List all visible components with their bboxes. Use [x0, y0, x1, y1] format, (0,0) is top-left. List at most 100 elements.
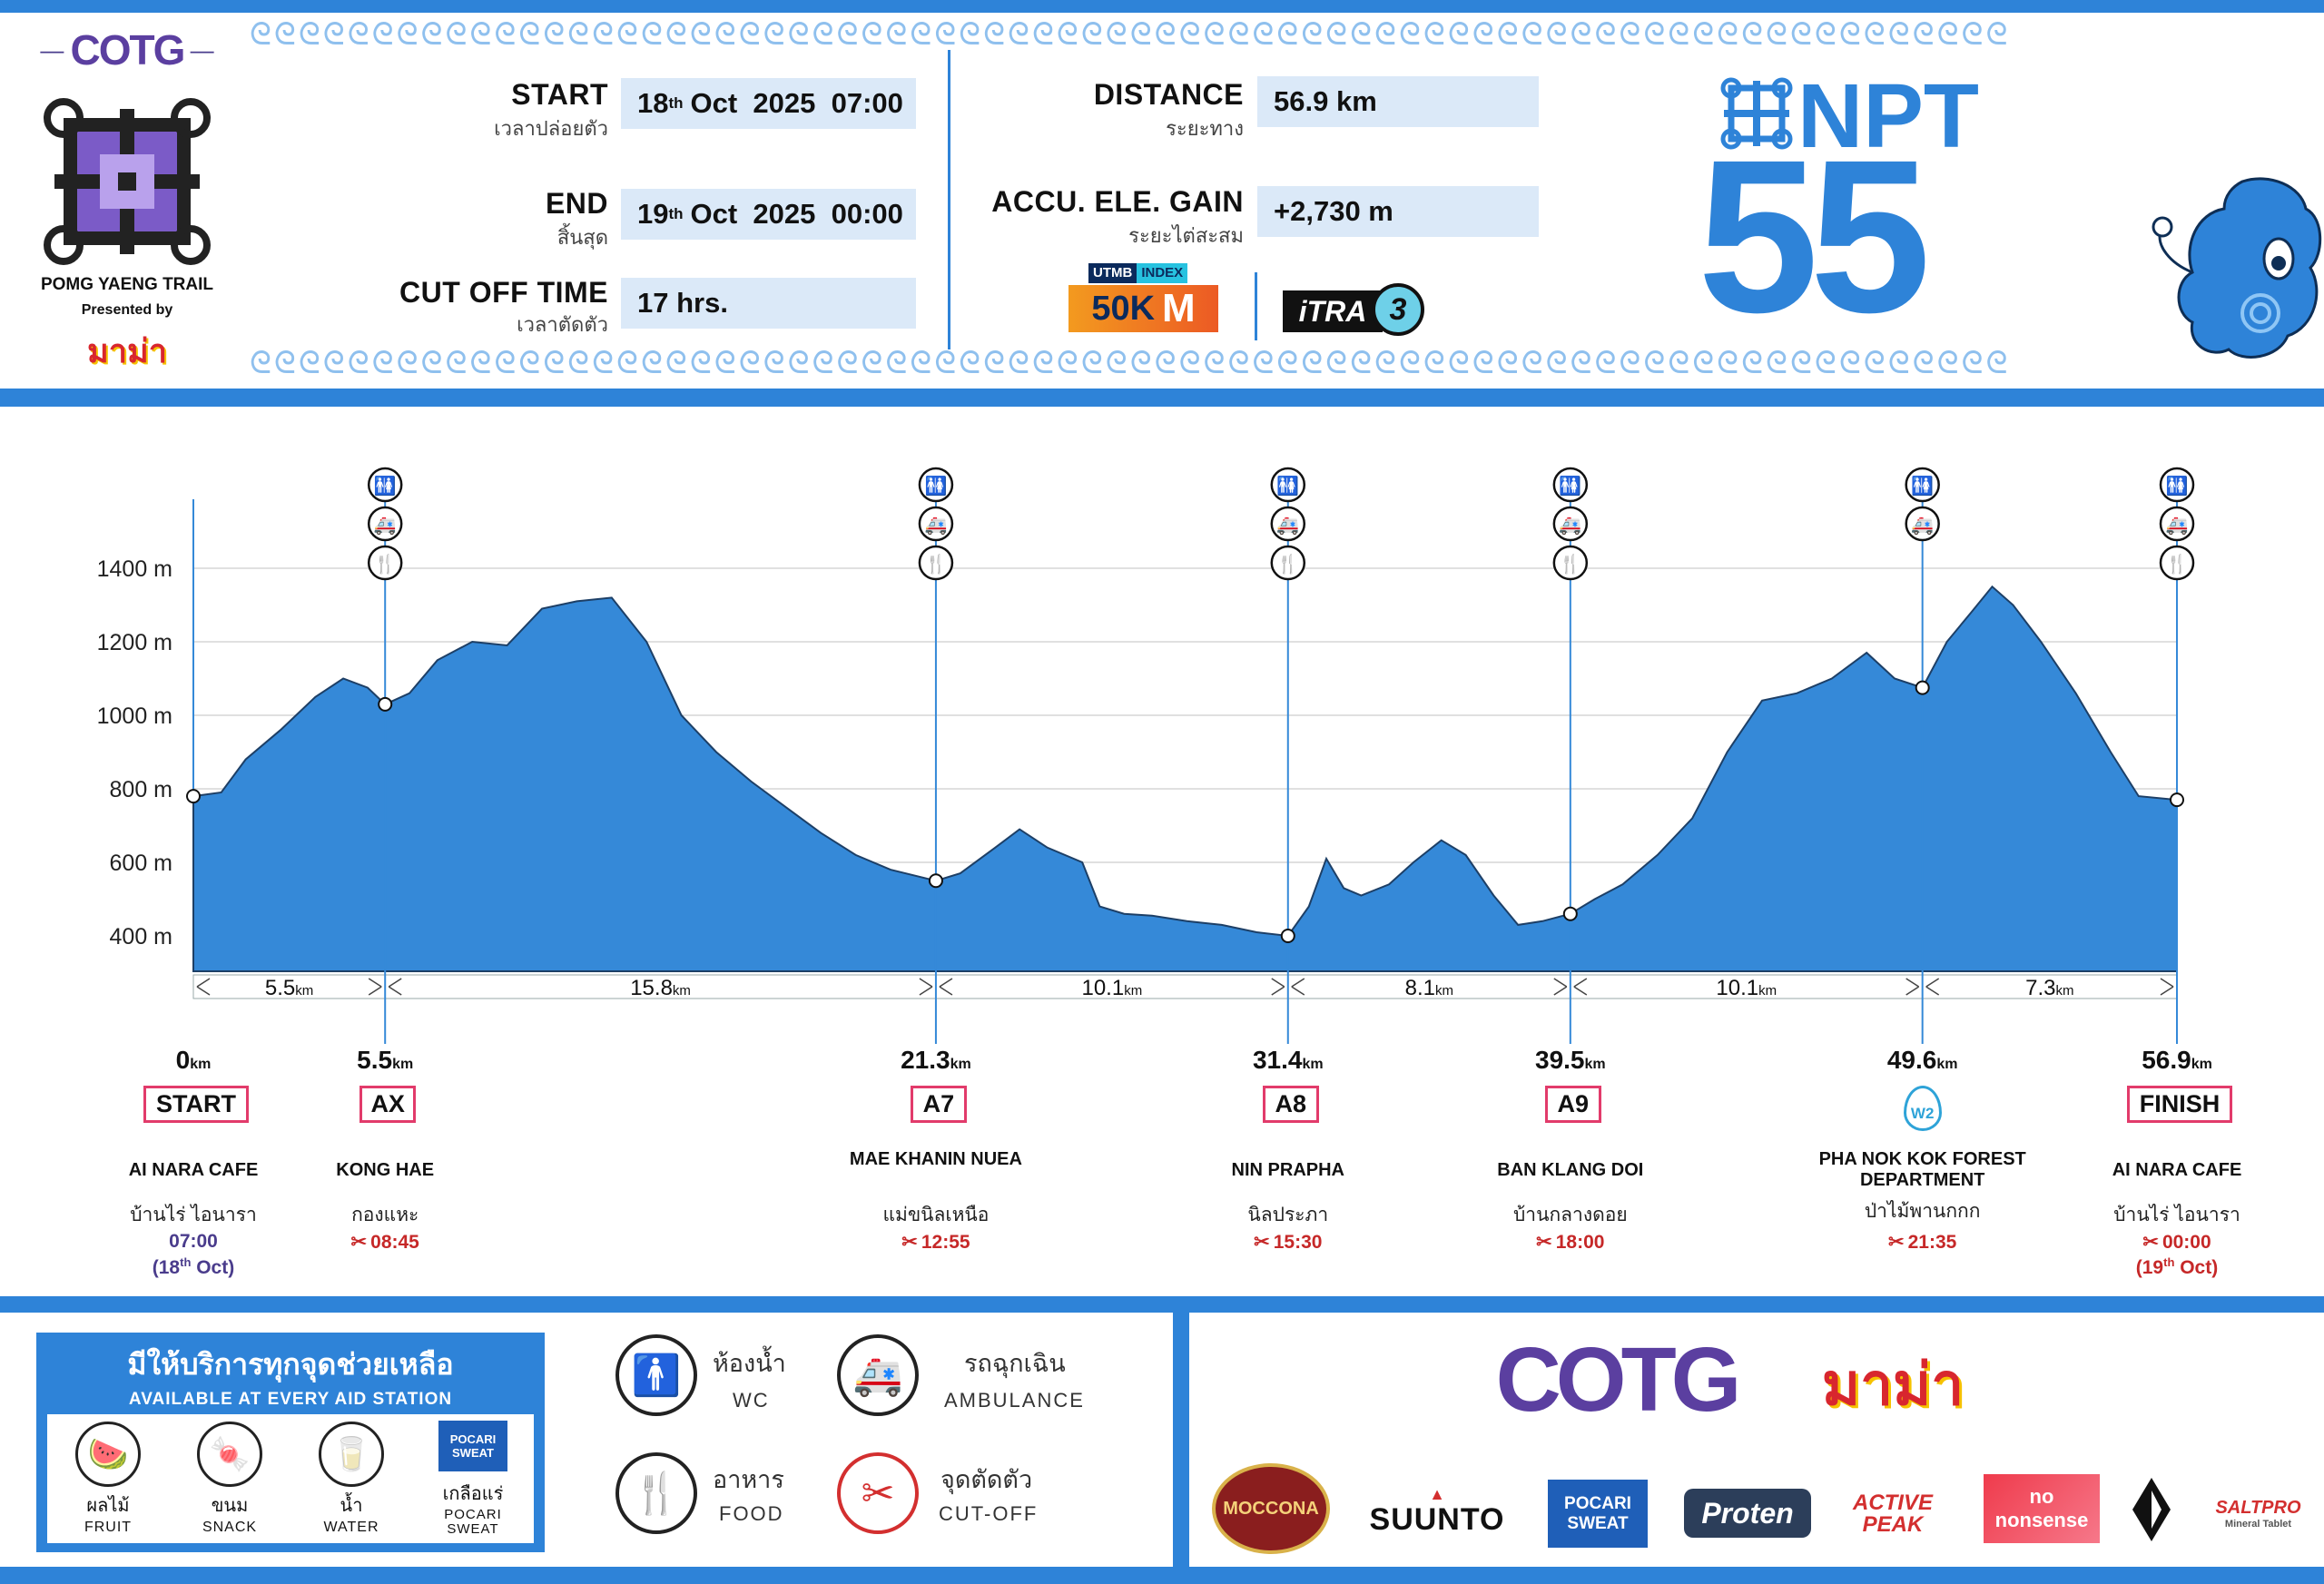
- station-name-th: บ้านกลางดอย: [1512, 1205, 1628, 1225]
- aid-items: 🍉 ผลไม้ FRUIT 🍬 ขนม SNACK 🥛 น้ำ WATER PO…: [47, 1414, 534, 1543]
- station-km: 31.4km: [1252, 1046, 1324, 1074]
- wc-icon: [1552, 467, 1589, 503]
- station-name: AI NARA CAFE: [128, 1160, 259, 1180]
- itra-badge: iTRA 3: [1283, 283, 1433, 341]
- pocari-icon: POCARI SWEAT: [438, 1421, 507, 1471]
- footer-divider: [1173, 1313, 1189, 1576]
- segment-arrow-right: [2160, 978, 2174, 996]
- ambulance-icon-glyph: 🚑: [924, 514, 947, 536]
- station-km: 5.5km: [357, 1046, 414, 1074]
- cut-off-icon: ✂: [2142, 1232, 2159, 1253]
- watermelon-icon: 🍉: [75, 1422, 141, 1487]
- ambulance-icon: [1905, 506, 1940, 542]
- segment-distance: 5.5km: [265, 976, 313, 1000]
- segment-arrow-left: [939, 978, 953, 996]
- cut-off-icon: ✂: [1254, 1232, 1270, 1253]
- brand-logo: — COTG —: [40, 26, 214, 74]
- footer-top-border: [0, 1296, 2324, 1313]
- food-icon-glyph: 🍴: [924, 553, 947, 575]
- segment-arrow-left: [1925, 978, 1940, 996]
- sponsor-nononsense: no nonsense: [1984, 1474, 2100, 1543]
- station-cutoff-time: ✂ 00:00: [2142, 1232, 2211, 1253]
- food-icon: [367, 545, 403, 581]
- cut-off-icon: ✂: [837, 1452, 919, 1534]
- station-marker: [186, 789, 201, 804]
- bottom-swirl-pattern: ᘓᘓᘓᘓᘓᘓᘓᘓᘓᘓᘓᘓᘓᘓᘓᘓᘓᘓᘓᘓᘓᘓᘓᘓᘓᘓᘓᘓᘓᘓᘓᘓᘓᘓᘓᘓᘓᘓᘓᘓ…: [250, 345, 2011, 381]
- cutoff-label: CUT OFF TIME: [399, 276, 608, 309]
- wc-icon: 🚹: [615, 1334, 697, 1416]
- station-km: 56.9km: [2142, 1046, 2212, 1074]
- cutoff-label-th: เวลาตัดตัว: [517, 313, 608, 336]
- segment-band: [192, 974, 2178, 999]
- sponsor-mama: มาม่า: [1821, 1352, 1965, 1417]
- food-label-en: FOOD: [719, 1502, 784, 1525]
- ambulance-icon-glyph: 🚑: [2166, 514, 2189, 536]
- aid-title-en: AVAILABLE AT EVERY AID STATION: [128, 1390, 453, 1409]
- station-km: 0km: [175, 1046, 212, 1074]
- segment-arrow-right: [1905, 978, 1920, 996]
- wc-icon: [2159, 467, 2195, 503]
- start-label-th: เวลาปล่อยตัว: [494, 117, 608, 140]
- ambulance-icon-glyph: 🚑: [374, 514, 397, 536]
- station-name-th: บ้านไร่ ไอนารา: [2113, 1205, 2240, 1225]
- footer-bottom-border: [0, 1567, 2324, 1584]
- sponsor-suunto: ▲ SUUNTO: [1369, 1484, 1505, 1537]
- segment-arrow-left: [1291, 978, 1305, 996]
- cut-off-icon: ✂: [350, 1232, 368, 1253]
- aid-station-legend: มีให้บริการทุกจุดช่วยเหลือ AVAILABLE AT …: [36, 1333, 545, 1552]
- sponsor-saltpro: SALTPRO Mineral Tablet: [2215, 1498, 2301, 1530]
- aid-item-fruit: 🍉 ผลไม้ FRUIT: [54, 1422, 162, 1536]
- food-icon: [2159, 545, 2195, 581]
- header-divider: [948, 50, 950, 349]
- station-name-th: บ้านไร่ ไอนารา: [130, 1205, 257, 1225]
- race-code: NPT: [1797, 65, 1979, 167]
- station-date-note: (19th Oct): [2135, 1255, 2219, 1278]
- station-marker: [2170, 792, 2184, 808]
- segment-arrow-left: [196, 978, 211, 996]
- distance-label: DISTANCE: [1093, 78, 1244, 111]
- y-tick-label: 600 m: [110, 851, 172, 876]
- station-km: 39.5km: [1535, 1046, 1606, 1074]
- gain-label: ACCU. ELE. GAIN: [991, 185, 1244, 218]
- station-marker: [928, 873, 943, 889]
- food-icon-glyph: 🍴: [2166, 553, 2189, 575]
- station-name: BAN KLANG DOI: [1497, 1160, 1644, 1180]
- water-glass-icon: 🥛: [319, 1422, 384, 1487]
- food-icon: [918, 545, 954, 581]
- ambulance-icon: [2159, 506, 2195, 542]
- station-code: AX: [359, 1086, 417, 1123]
- station-cutoff-time: ✂ 08:45: [350, 1232, 419, 1253]
- npt-emblem-icon: [1720, 77, 1793, 150]
- ambulance-icon: 🚑: [837, 1334, 919, 1416]
- sponsor-blackdiamond-icon: [2129, 1478, 2174, 1541]
- wc-label-en: WC: [733, 1389, 770, 1412]
- ambulance-label-th: รถฉุกเฉิน: [964, 1350, 1066, 1377]
- top-border: [0, 0, 2324, 13]
- food-icon-glyph: 🍴: [374, 553, 397, 575]
- badge-divider: [1255, 272, 1257, 340]
- presented-by: Presented by: [81, 302, 173, 318]
- station-marker: [1915, 680, 1930, 695]
- segment-distance: 10.1km: [1716, 976, 1777, 1000]
- aid-item-water: 🥛 น้ำ WATER: [297, 1422, 406, 1536]
- cutoff-label-en-legend: CUT-OFF: [939, 1502, 1039, 1525]
- segment-arrow-right: [919, 978, 933, 996]
- station-name-th: ป่าไม้พานกกก: [1864, 1201, 1981, 1222]
- suunto-triangle-icon: ▲: [1429, 1484, 1445, 1503]
- y-tick-label: 1400 m: [97, 556, 172, 582]
- station-name-th: แม่ขนิลเหนือ: [882, 1205, 990, 1225]
- race-number: 55: [1698, 114, 1931, 358]
- event-emblem: [36, 95, 218, 268]
- mascot: [2142, 154, 2324, 390]
- ambulance-icon: [367, 506, 403, 542]
- wc-icon: [918, 467, 954, 503]
- candy-icon: 🍬: [197, 1422, 262, 1487]
- ambulance-icon-glyph: 🚑: [1276, 514, 1299, 536]
- brand-logo-text: COTG: [70, 26, 186, 74]
- food-label-th: อาหาร: [713, 1466, 784, 1493]
- distance-value: 56.9 km: [1257, 76, 1539, 127]
- station-name: NIN PRAPHA: [1231, 1160, 1344, 1180]
